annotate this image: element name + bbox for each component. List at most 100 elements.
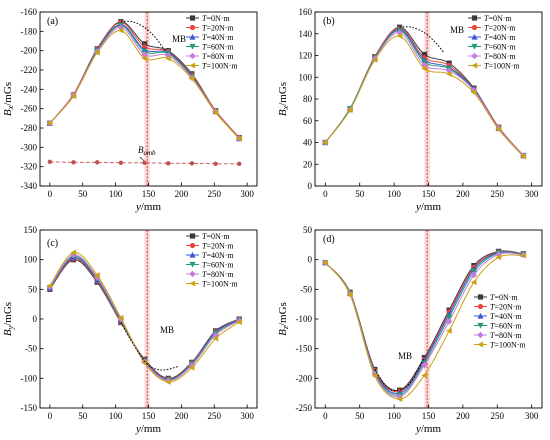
x-tick-label: 200 [175, 411, 189, 421]
x-axis-label: y/mm [135, 423, 162, 435]
legend-label: T=20N·m [202, 242, 234, 251]
ambient-point [95, 160, 100, 165]
x-tick-label: 250 [491, 189, 505, 199]
data-point [141, 41, 148, 47]
y-tick-label: 20 [303, 159, 313, 169]
legend: T=0N·mT=20N·mT=40N·mT=60N·mT=80N·mT=100N… [474, 293, 526, 350]
x-tick-label: 300 [240, 411, 254, 421]
y-tick-label: 80 [303, 94, 313, 104]
y-tick-label: -160 [21, 7, 38, 17]
ambient-point [142, 160, 147, 165]
ambient-point [237, 161, 242, 166]
x-axis-label: y/mm [415, 423, 442, 435]
ambient-point [166, 161, 171, 166]
legend-label: T=0N·m [484, 14, 512, 23]
chart-panel: 0 50 100 150 200 250 300 -250 -200 -150 -100 -50 0 50… [277, 225, 543, 435]
panel-label: (c) [47, 238, 58, 249]
x-tick-label: 300 [240, 189, 254, 199]
legend-label: T=100N·m [484, 62, 520, 71]
legend-marker [471, 33, 478, 40]
x-tick-label: 200 [175, 189, 189, 199]
chart-panel: 0 50 100 150 200 250 300 -150 -100 -50 0 50 100 150 y/… [2, 225, 258, 435]
y-tick-label: -260 [21, 104, 38, 114]
ambient-label: Bamb [138, 145, 156, 157]
mb-curve [120, 322, 179, 371]
data-point [141, 359, 148, 366]
data-point [396, 396, 403, 403]
legend-label: T=40N·m [202, 33, 234, 42]
mb-curve [120, 20, 166, 51]
data-point [470, 271, 478, 279]
panel-label: (d) [323, 234, 335, 245]
legend-marker [189, 33, 196, 40]
legend-label: T=60N·m [490, 322, 522, 331]
ambient-point [213, 161, 218, 166]
data-point [470, 279, 477, 286]
legend-marker [471, 52, 478, 60]
legend-marker [189, 15, 196, 21]
legend-label: T=40N·m [202, 251, 234, 260]
legend-marker [477, 294, 484, 300]
data-point [141, 55, 148, 62]
x-axis-label: y/mm [415, 201, 442, 213]
legend-label: T=0N·m [202, 232, 230, 241]
legend-label: T=60N·m [484, 43, 516, 52]
y-tick-label: 0 [33, 314, 38, 324]
legend-label: T=100N·m [202, 62, 238, 71]
y-tick-label: 40 [303, 138, 313, 148]
y-tick-label: 50 [28, 284, 38, 294]
y-tick-label: 0 [308, 255, 313, 265]
data-point [520, 153, 527, 160]
x-tick-label: 0 [323, 189, 328, 199]
data-point [236, 318, 242, 325]
y-tick-label: 140 [299, 29, 313, 39]
data-point [495, 126, 502, 133]
y-tick-label: -280 [21, 123, 38, 133]
y-tick-label: -180 [21, 26, 38, 36]
legend-marker [477, 322, 484, 329]
x-tick-label: 0 [48, 411, 53, 421]
data-point [94, 272, 100, 279]
data-point [371, 372, 378, 379]
legend-marker [189, 52, 196, 60]
legend-label: T=80N·m [490, 331, 522, 340]
data-point [165, 55, 171, 62]
data-point [445, 318, 453, 325]
legend-marker [471, 62, 478, 69]
legend-marker [471, 43, 478, 50]
legend-marker [477, 331, 484, 339]
x-tick-label: 50 [355, 189, 365, 199]
x-tick-label: 0 [323, 411, 328, 421]
data-point [188, 75, 195, 82]
y-tick-label: -250 [296, 403, 313, 413]
y-tick-label: 100 [299, 72, 313, 82]
legend-label: T=0N·m [490, 293, 518, 302]
mb-curve [374, 357, 425, 392]
y-tick-label: 50 [303, 225, 313, 235]
ambient-pointer [139, 156, 145, 162]
x-tick-label: 200 [456, 189, 470, 199]
legend-label: T=20N·m [484, 24, 516, 33]
data-point [117, 314, 124, 321]
chart-panel: 0 50 100 150 200 250 300 0 20 40 60 80 100 120 140 160 y… [277, 7, 543, 213]
data-point [346, 291, 353, 298]
data-point [94, 49, 100, 56]
legend-marker [189, 233, 196, 239]
ambient-point [118, 160, 124, 165]
data-point [421, 372, 427, 379]
x-tick-label: 150 [142, 189, 156, 199]
data-point [421, 51, 427, 58]
legend-label: T=80N·m [202, 52, 234, 61]
x-tick-label: 150 [422, 411, 436, 421]
legend-label: T=20N·m [202, 24, 234, 33]
ambient-point [71, 160, 76, 165]
y-tick-label: -150 [21, 403, 38, 413]
y-axis-label: Bx/mGs [2, 82, 15, 116]
data-point [495, 254, 502, 261]
y-tick-label: 150 [24, 225, 38, 235]
data-point [117, 27, 124, 34]
y-tick-label: -240 [21, 84, 38, 94]
ambient-point [189, 161, 195, 166]
legend-label: T=80N·m [202, 270, 234, 279]
